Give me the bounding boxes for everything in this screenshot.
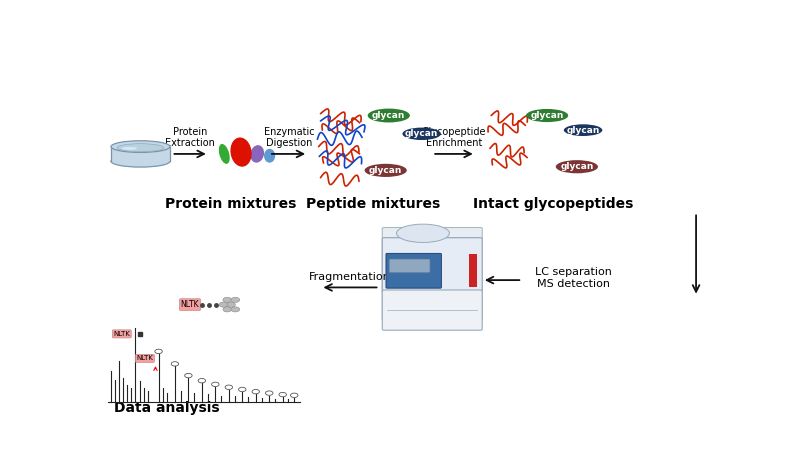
Text: glycan: glycan bbox=[530, 111, 564, 120]
Text: Glycopeptide
Enrichment: Glycopeptide Enrichment bbox=[421, 127, 486, 148]
Ellipse shape bbox=[111, 141, 170, 152]
Text: Enzymatic
Digestion: Enzymatic Digestion bbox=[264, 127, 314, 148]
Ellipse shape bbox=[364, 164, 407, 177]
Ellipse shape bbox=[117, 143, 163, 152]
FancyBboxPatch shape bbox=[469, 254, 477, 287]
Ellipse shape bbox=[250, 145, 264, 162]
FancyBboxPatch shape bbox=[382, 285, 482, 321]
Ellipse shape bbox=[219, 144, 230, 164]
Circle shape bbox=[231, 297, 239, 303]
Text: NLTK: NLTK bbox=[181, 300, 199, 309]
FancyBboxPatch shape bbox=[382, 290, 482, 330]
Text: Fragmentation: Fragmentation bbox=[309, 272, 391, 282]
FancyBboxPatch shape bbox=[111, 147, 170, 161]
Text: Intact glycopeptides: Intact glycopeptides bbox=[473, 197, 634, 211]
Text: Data analysis: Data analysis bbox=[115, 401, 220, 415]
Text: LC separation
MS detection: LC separation MS detection bbox=[535, 267, 612, 289]
Ellipse shape bbox=[264, 149, 276, 163]
Text: glycan: glycan bbox=[560, 162, 594, 171]
Circle shape bbox=[227, 302, 235, 307]
Text: NLTK: NLTK bbox=[136, 355, 153, 361]
Text: NLTK: NLTK bbox=[114, 331, 131, 337]
Circle shape bbox=[223, 307, 231, 312]
Ellipse shape bbox=[122, 147, 137, 150]
Text: glycan: glycan bbox=[566, 126, 600, 134]
Circle shape bbox=[231, 307, 239, 312]
Text: Protein
Extraction: Protein Extraction bbox=[165, 127, 215, 148]
Circle shape bbox=[223, 297, 231, 303]
FancyBboxPatch shape bbox=[382, 238, 482, 292]
Text: glycan: glycan bbox=[369, 166, 402, 175]
FancyBboxPatch shape bbox=[386, 253, 441, 288]
Ellipse shape bbox=[526, 109, 568, 122]
Ellipse shape bbox=[564, 124, 602, 136]
Text: glycan: glycan bbox=[372, 111, 405, 120]
Ellipse shape bbox=[231, 137, 252, 167]
Circle shape bbox=[219, 302, 227, 307]
Ellipse shape bbox=[111, 155, 170, 167]
FancyBboxPatch shape bbox=[382, 228, 482, 289]
Ellipse shape bbox=[368, 109, 410, 123]
Ellipse shape bbox=[556, 160, 598, 173]
FancyBboxPatch shape bbox=[389, 259, 430, 273]
Ellipse shape bbox=[402, 128, 441, 140]
Text: Protein mixtures: Protein mixtures bbox=[165, 197, 296, 211]
Ellipse shape bbox=[396, 224, 449, 242]
Text: Peptide mixtures: Peptide mixtures bbox=[306, 197, 441, 211]
Text: glycan: glycan bbox=[405, 129, 438, 138]
